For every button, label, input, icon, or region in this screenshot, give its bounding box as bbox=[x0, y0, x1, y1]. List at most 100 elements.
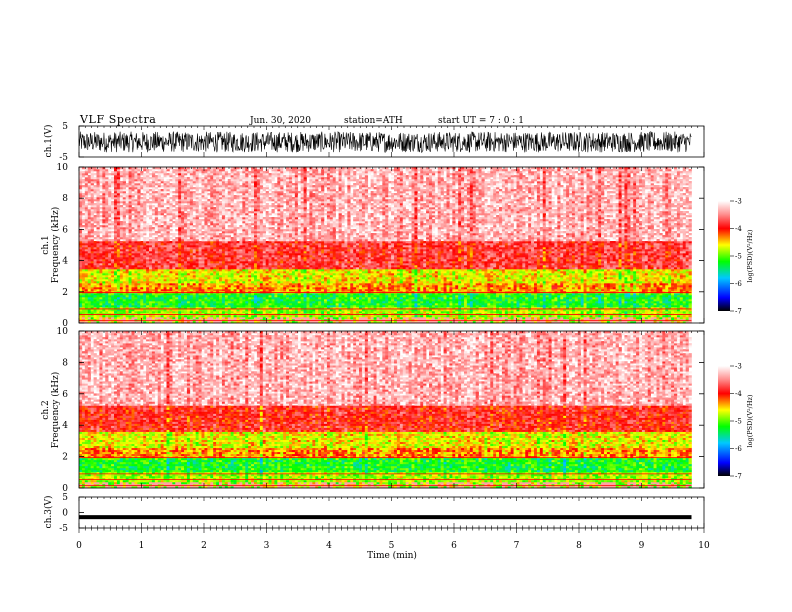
s1-cell bbox=[581, 305, 584, 307]
s1-cell bbox=[668, 303, 671, 305]
s1-cell bbox=[487, 317, 490, 319]
s1-cell bbox=[566, 287, 569, 289]
s1-cell bbox=[662, 305, 665, 307]
s1-cell bbox=[82, 295, 85, 297]
s1-cell bbox=[175, 301, 178, 303]
s1-cell bbox=[161, 283, 164, 285]
s1-cell bbox=[630, 285, 633, 287]
s1-cell bbox=[342, 287, 345, 289]
s1-cell bbox=[359, 299, 362, 301]
s1-cell bbox=[589, 305, 592, 307]
s1-cell bbox=[403, 287, 406, 289]
s1-cell bbox=[642, 299, 645, 301]
s1-cell bbox=[657, 285, 660, 287]
s1-cell bbox=[671, 297, 674, 299]
s1-cell bbox=[333, 315, 336, 317]
s1-cell bbox=[129, 295, 132, 297]
s1-cell bbox=[680, 285, 683, 287]
s1-cell bbox=[304, 283, 307, 285]
s1-cell bbox=[82, 283, 85, 285]
s1-cell bbox=[598, 285, 601, 287]
s1-cell bbox=[204, 293, 207, 295]
s1-cell bbox=[374, 315, 377, 317]
s1-cell bbox=[540, 301, 543, 303]
s1-cell bbox=[190, 305, 193, 307]
s1-cell bbox=[365, 293, 368, 295]
s1-cell bbox=[461, 301, 464, 303]
s1-cell bbox=[569, 305, 572, 307]
s1-cell bbox=[622, 317, 625, 319]
s1-cell bbox=[307, 297, 310, 299]
s1-cell bbox=[464, 299, 467, 301]
s1-cell bbox=[362, 285, 365, 287]
s1-cell bbox=[633, 285, 636, 287]
s1-cell bbox=[613, 311, 616, 313]
s1-cell bbox=[601, 303, 604, 305]
s1-cell bbox=[356, 301, 359, 303]
s1-cell bbox=[123, 299, 126, 301]
s1-cell bbox=[397, 315, 400, 317]
s1-cell bbox=[470, 299, 473, 301]
s1-cell bbox=[461, 293, 464, 295]
s1-cell bbox=[546, 303, 549, 305]
s1-cell bbox=[283, 301, 286, 303]
s1-cell bbox=[622, 293, 625, 295]
s1-cell bbox=[82, 297, 85, 299]
s1-cell bbox=[537, 303, 540, 305]
s1-cell bbox=[94, 297, 97, 299]
s1-cell bbox=[639, 301, 642, 303]
s1-cell bbox=[683, 305, 686, 307]
s1-cell bbox=[587, 301, 590, 303]
s1-cell bbox=[470, 311, 473, 313]
s1-cell bbox=[172, 301, 175, 303]
s1-cell bbox=[610, 283, 613, 285]
s1-cell bbox=[517, 303, 520, 305]
s1-cell bbox=[385, 285, 388, 287]
s1-cell bbox=[496, 301, 499, 303]
s1-cell bbox=[619, 289, 622, 291]
s1-cell bbox=[164, 287, 167, 289]
s1-cell bbox=[589, 285, 592, 287]
s1-cell bbox=[196, 285, 199, 287]
s1-cell bbox=[263, 287, 266, 289]
s1-cell bbox=[377, 303, 380, 305]
s1-cell bbox=[560, 289, 563, 291]
s1-cell bbox=[231, 297, 234, 299]
s1-cell bbox=[117, 303, 120, 305]
s1-cell bbox=[234, 303, 237, 305]
s1-cell bbox=[181, 303, 184, 305]
s1-cell bbox=[592, 315, 595, 317]
s1-cell bbox=[461, 315, 464, 317]
s1-cell bbox=[636, 287, 639, 289]
s1-cell bbox=[636, 305, 639, 307]
s1-cell bbox=[487, 293, 490, 295]
s1-cell bbox=[552, 285, 555, 287]
s1-cell bbox=[525, 315, 528, 317]
s1-cell bbox=[476, 297, 479, 299]
s1-cell bbox=[662, 301, 665, 303]
s1-cell bbox=[315, 303, 318, 305]
s1-cell bbox=[490, 295, 493, 297]
s1-cell bbox=[511, 315, 514, 317]
s1-cell bbox=[534, 303, 537, 305]
s1-cell bbox=[528, 315, 531, 317]
s1-cell bbox=[645, 315, 648, 317]
s1-cell bbox=[161, 317, 164, 319]
s1-cell bbox=[347, 295, 350, 297]
s1-cell bbox=[146, 281, 149, 283]
s1-cell bbox=[237, 283, 240, 285]
s1-cell bbox=[149, 287, 152, 289]
s1-cell bbox=[193, 317, 196, 319]
s1-cell bbox=[111, 317, 114, 319]
s1-cell bbox=[412, 299, 415, 301]
s1-cell bbox=[441, 295, 444, 297]
s1-cell bbox=[496, 303, 499, 305]
s1-cell bbox=[441, 299, 444, 301]
s1-cell bbox=[289, 297, 292, 299]
s1-cell bbox=[117, 297, 120, 299]
s1-cell bbox=[210, 303, 213, 305]
s1-cell bbox=[146, 303, 149, 305]
s1-cell bbox=[359, 303, 362, 305]
s1-cell bbox=[403, 301, 406, 303]
s1-cell bbox=[362, 289, 365, 291]
